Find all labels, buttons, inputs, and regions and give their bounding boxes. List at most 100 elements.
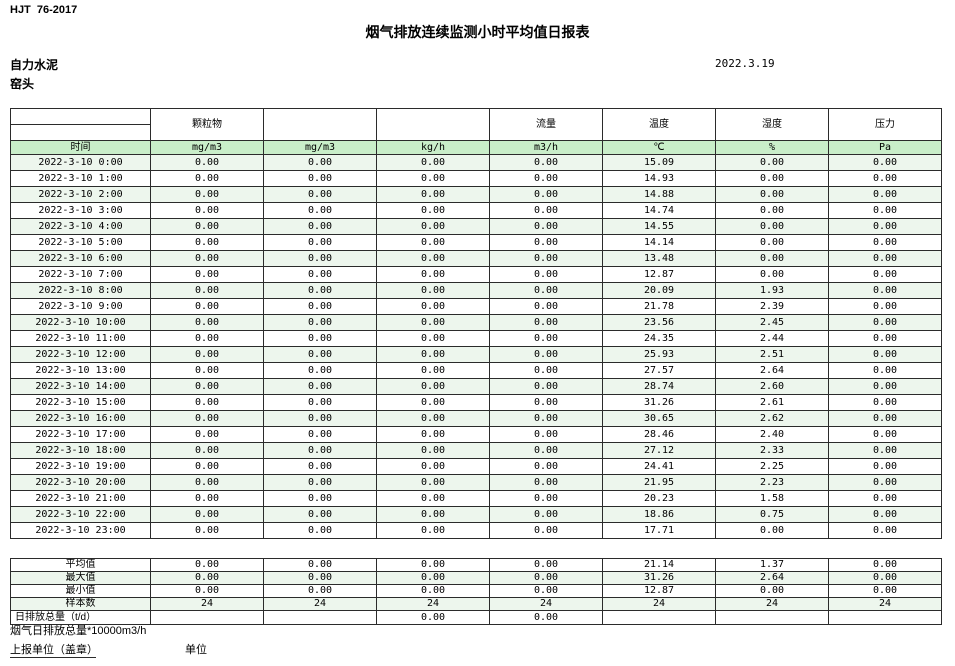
summary-value-cell: 31.26: [602, 571, 716, 585]
footer-note: 烟气日排放总量*10000m3/h: [10, 625, 147, 637]
value-cell: 0.00: [376, 330, 490, 347]
value-cell: 0.00: [150, 298, 264, 315]
value-cell: 0.00: [715, 170, 829, 187]
value-cell: 28.74: [602, 378, 716, 395]
time-cell: 2022-3-10 13:00: [10, 362, 151, 379]
value-cell: 0.00: [150, 474, 264, 491]
value-cell: 0.00: [263, 266, 377, 283]
value-cell: 2.25: [715, 458, 829, 475]
summary-row: 最大值 0.00 0.00 0.00 0.00 31.26 2.64 0.00: [10, 571, 942, 585]
value-cell: 0.00: [489, 282, 603, 299]
value-cell: 0.00: [828, 218, 942, 235]
value-cell: 0.00: [376, 394, 490, 411]
report-table: 颗粒物 流量 温度 湿度 压力 时间 mg/m3 mg/m3 kg/h m3/h…: [10, 108, 942, 625]
unit-header-row: 时间 mg/m3 mg/m3 kg/h m3/h ℃ % Pa: [10, 140, 942, 155]
unit-header-m3-h: m3/h: [489, 140, 603, 155]
value-cell: 0.00: [828, 346, 942, 363]
value-cell: 0.00: [263, 426, 377, 443]
summary-value-cell: 24: [489, 597, 603, 611]
value-cell: 0.00: [828, 154, 942, 171]
summary-value-cell: 0.00: [828, 571, 942, 585]
value-cell: 0.00: [489, 490, 603, 507]
value-cell: 0.00: [489, 186, 603, 203]
value-cell: 0.00: [489, 250, 603, 267]
hour-row: 2022-3-10 19:00 0.00 0.00 0.00 0.00 24.41 2.25…: [10, 458, 942, 475]
value-cell: 20.09: [602, 282, 716, 299]
value-cell: 0.00: [489, 394, 603, 411]
value-cell: 2.45: [715, 314, 829, 331]
value-cell: 0.00: [828, 490, 942, 507]
daily-total-cell: 0.00: [489, 610, 603, 625]
value-cell: 0.00: [828, 426, 942, 443]
value-cell: 27.12: [602, 442, 716, 459]
time-cell: 2022-3-10 20:00: [10, 474, 151, 491]
hour-row: 2022-3-10 17:00 0.00 0.00 0.00 0.00 28.46 2.40…: [10, 426, 942, 443]
value-cell: 0.00: [489, 298, 603, 315]
value-cell: 0.00: [263, 250, 377, 267]
value-cell: 0.00: [150, 282, 264, 299]
daily-total-cell: [715, 610, 829, 625]
summary-value-cell: 0.00: [828, 584, 942, 598]
value-cell: 0.00: [828, 506, 942, 523]
summary-value-cell: 0.00: [263, 571, 377, 585]
value-cell: 0.00: [489, 218, 603, 235]
hour-row: 2022-3-10 11:00 0.00 0.00 0.00 0.00 24.35 2.44…: [10, 330, 942, 347]
company-name: 自力水泥: [10, 58, 59, 72]
value-cell: 0.00: [263, 394, 377, 411]
value-cell: 0.00: [376, 266, 490, 283]
value-cell: 2.62: [715, 410, 829, 427]
value-cell: 0.00: [263, 346, 377, 363]
value-cell: 0.00: [150, 202, 264, 219]
value-cell: 0.00: [489, 458, 603, 475]
value-cell: 0.00: [263, 330, 377, 347]
time-cell: 2022-3-10 18:00: [10, 442, 151, 459]
value-cell: 0.00: [263, 154, 377, 171]
daily-total-cell: [602, 610, 716, 625]
value-cell: 0.00: [715, 186, 829, 203]
value-cell: 2.23: [715, 474, 829, 491]
unit-header-mg-m3-2: mg/m3: [263, 140, 377, 155]
value-cell: 1.93: [715, 282, 829, 299]
value-cell: 0.00: [263, 314, 377, 331]
value-cell: 0.00: [489, 314, 603, 331]
value-cell: 0.00: [150, 346, 264, 363]
value-cell: 0.00: [376, 234, 490, 251]
hour-row: 2022-3-10 20:00 0.00 0.00 0.00 0.00 21.95 2.23…: [10, 474, 942, 491]
value-cell: 0.00: [828, 266, 942, 283]
value-cell: 0.00: [263, 474, 377, 491]
group-header-col3: [263, 108, 377, 141]
value-cell: 0.00: [376, 490, 490, 507]
value-cell: 0.00: [828, 250, 942, 267]
value-cell: 0.00: [828, 362, 942, 379]
value-cell: 14.14: [602, 234, 716, 251]
summary-value-cell: 24: [828, 597, 942, 611]
unit-header-mg-m3-1: mg/m3: [150, 140, 264, 155]
corner-cell-bottom: [10, 124, 151, 141]
value-cell: 0.00: [376, 298, 490, 315]
summary-value-cell: 0.00: [376, 571, 490, 585]
summary-value-cell: 24: [376, 597, 490, 611]
value-cell: 0.00: [376, 410, 490, 427]
value-cell: 0.00: [376, 426, 490, 443]
value-cell: 2.44: [715, 330, 829, 347]
group-header-temperature: 温度: [602, 108, 716, 141]
value-cell: 13.48: [602, 250, 716, 267]
corner-cell-top: [10, 108, 151, 125]
value-cell: 14.93: [602, 170, 716, 187]
time-cell: 2022-3-10 1:00: [10, 170, 151, 187]
value-cell: 0.00: [828, 202, 942, 219]
summary-value-cell: 0.00: [376, 558, 490, 572]
value-cell: 0.00: [150, 458, 264, 475]
group-header-particulate: 颗粒物: [150, 108, 264, 141]
unit-header-pa: Pa: [828, 140, 942, 155]
value-cell: 0.00: [715, 250, 829, 267]
spacer-row: [10, 538, 942, 559]
value-cell: 0.00: [150, 490, 264, 507]
value-cell: 12.87: [602, 266, 716, 283]
summary-value-cell: 24: [715, 597, 829, 611]
value-cell: 0.00: [489, 426, 603, 443]
value-cell: 0.00: [376, 506, 490, 523]
value-cell: 0.00: [828, 522, 942, 539]
value-cell: 0.00: [263, 234, 377, 251]
